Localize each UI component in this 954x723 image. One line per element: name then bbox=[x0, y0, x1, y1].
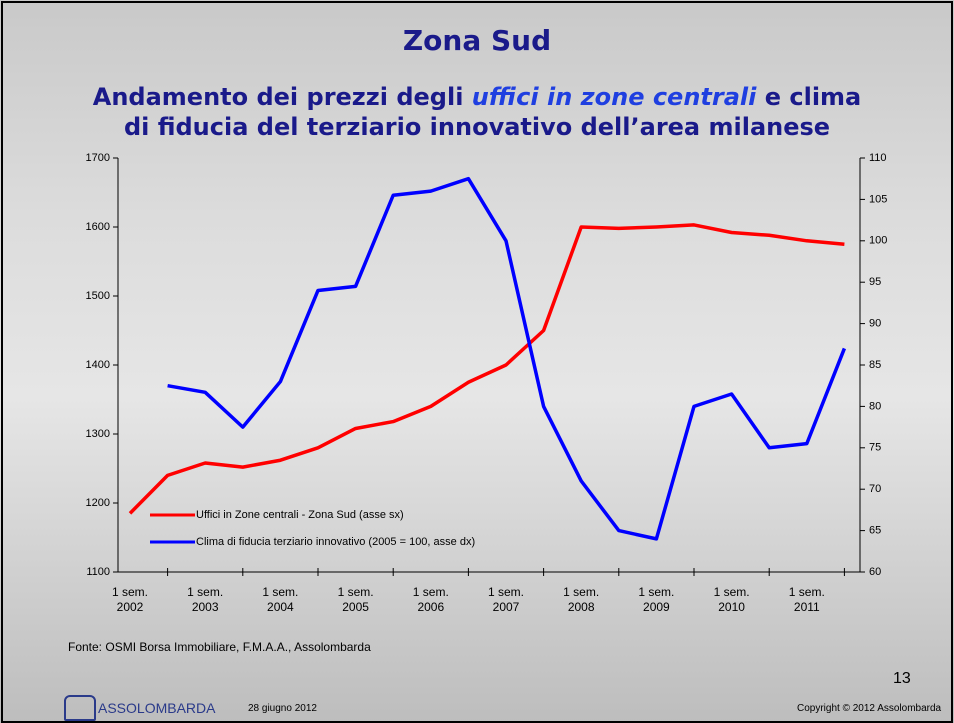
date: 28 giugno 2012 bbox=[248, 703, 317, 714]
x-tick-label: 1 sem. 2011 bbox=[788, 585, 825, 614]
y2-tick-label: 65 bbox=[869, 525, 881, 537]
y-tick-label: 1300 bbox=[86, 428, 110, 440]
x-tick-label: 1 sem. 2003 bbox=[187, 585, 224, 614]
legend-label: Clima di fiducia terziario innovativo (2… bbox=[196, 536, 475, 548]
subtitle-text: Andamento dei prezzi degli bbox=[92, 83, 464, 111]
legend-label: Uffici in Zone centrali - Zona Sud (asse… bbox=[196, 509, 404, 521]
subtitle-text: e clima bbox=[764, 83, 862, 111]
y-tick-label: 1100 bbox=[86, 566, 110, 578]
y-tick-label: 1700 bbox=[86, 152, 110, 164]
y2-tick-label: 70 bbox=[869, 483, 881, 495]
subtitle-text: di fiducia del terziario innovativo dell… bbox=[123, 113, 831, 141]
y-tick-label: 1500 bbox=[86, 290, 110, 302]
y2-tick-label: 85 bbox=[869, 359, 881, 371]
x-tick-label: 1 sem. 2007 bbox=[487, 585, 524, 614]
y2-tick-label: 90 bbox=[869, 318, 881, 330]
logo-text: ASSOLOMBARDA bbox=[98, 700, 216, 716]
x-tick-label: 1 sem. 2009 bbox=[638, 585, 675, 614]
page-number: 13 bbox=[893, 670, 911, 687]
y-tick-label: 1600 bbox=[86, 221, 110, 233]
x-tick-label: 1 sem. 2005 bbox=[337, 585, 374, 614]
x-tick-label: 1 sem. 2004 bbox=[262, 585, 299, 614]
y-tick-label: 1400 bbox=[86, 359, 110, 371]
series-line bbox=[167, 176, 847, 541]
subtitle: Andamento dei prezzi degli uffici in zon… bbox=[0, 82, 954, 142]
subtitle-emphasis: uffici in zone centrali bbox=[471, 83, 757, 111]
series-line bbox=[128, 223, 845, 515]
source: Fonte: OSMI Borsa Immobiliare, F.M.A.A.,… bbox=[68, 640, 371, 654]
y2-tick-label: 100 bbox=[869, 235, 887, 247]
x-tick-label: 1 sem. 2006 bbox=[412, 585, 449, 614]
chart-title: Zona Sud bbox=[402, 24, 552, 57]
x-tick-label: 1 sem. 2008 bbox=[563, 585, 600, 614]
y2-tick-label: 105 bbox=[869, 193, 887, 205]
copyright: Copyright © 2012 Assolombarda bbox=[797, 703, 942, 714]
y2-tick-label: 110 bbox=[869, 152, 887, 164]
y2-tick-label: 80 bbox=[869, 400, 881, 412]
y-tick-label: 1200 bbox=[86, 497, 110, 509]
x-tick-label: 1 sem. 2010 bbox=[713, 585, 750, 614]
x-tick-label: 1 sem. 2002 bbox=[111, 585, 148, 614]
logo-icon bbox=[64, 695, 96, 721]
y2-tick-label: 75 bbox=[869, 442, 881, 454]
y2-tick-label: 95 bbox=[869, 276, 881, 288]
y2-tick-label: 60 bbox=[869, 566, 881, 578]
